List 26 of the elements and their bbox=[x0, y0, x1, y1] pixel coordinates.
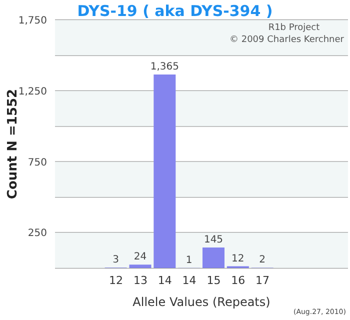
data-label: 24 bbox=[134, 252, 147, 263]
x-tick-label: 15 bbox=[206, 274, 221, 287]
y-tick-label: 1,250 bbox=[18, 86, 47, 98]
x-tick-label: 17 bbox=[256, 274, 270, 287]
data-label: 1,365 bbox=[150, 62, 179, 73]
annotation: © 2009 Charles Kerchner bbox=[228, 35, 344, 45]
x-tick-label: 14 bbox=[182, 274, 196, 287]
data-label: 12 bbox=[232, 253, 244, 264]
x-tick-label: 14 bbox=[158, 274, 172, 287]
bar bbox=[202, 247, 224, 268]
y-tick-label: 250 bbox=[28, 228, 47, 240]
x-tick-label: 13 bbox=[133, 274, 148, 287]
data-label: 145 bbox=[204, 234, 224, 246]
data-label: 1 bbox=[186, 254, 192, 266]
chart-title: DYS-19 ( aka DYS-394 ) bbox=[77, 2, 273, 20]
x-axis-title: Allele Values (Repeats) bbox=[132, 295, 270, 309]
data-label: 2 bbox=[259, 254, 266, 266]
x-tick-label: 16 bbox=[231, 274, 246, 287]
y-axis-title: Count N =1552 bbox=[6, 88, 21, 200]
bar bbox=[129, 264, 152, 268]
data-label: 3 bbox=[112, 254, 120, 266]
annotation: R1b Project bbox=[267, 23, 321, 33]
x-tick-label: 12 bbox=[109, 274, 124, 287]
y-tick-label: 750 bbox=[28, 157, 47, 168]
bar bbox=[154, 74, 176, 268]
y-tick-label: 1,750 bbox=[18, 16, 47, 27]
